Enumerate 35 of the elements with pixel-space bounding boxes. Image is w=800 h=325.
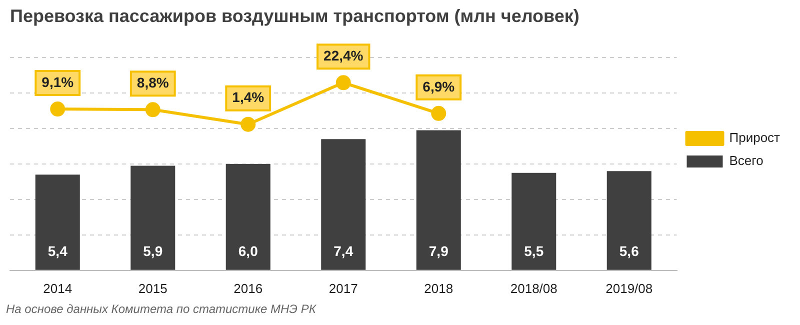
data-label: 5,5: [524, 242, 544, 259]
data-label: 1,4%: [232, 89, 265, 106]
bar: [130, 166, 176, 270]
data-label: 6,9%: [422, 78, 456, 94]
x-tick-label: 2016: [234, 280, 263, 296]
x-tick-label: 2014: [43, 280, 72, 296]
point: [431, 106, 446, 121]
data-label: 7,9: [428, 242, 449, 259]
data-label: 5,9: [143, 242, 163, 259]
x-tick-label: 2015: [138, 280, 168, 296]
legend-label: Прирост: [729, 130, 780, 146]
data-label: 22,4%: [324, 47, 364, 64]
data-label: 8,8%: [136, 74, 170, 91]
point: [145, 102, 160, 118]
data-label: 5,6: [619, 242, 640, 259]
point: [336, 75, 351, 90]
data-label: 6,0: [238, 242, 258, 259]
data-label: 5,4: [48, 242, 68, 259]
bar: [321, 139, 366, 270]
bar: [512, 172, 556, 270]
point: [50, 102, 66, 117]
x-tick-label: 2018: [424, 280, 454, 296]
legend-label: Всего: [729, 153, 764, 168]
data-label: 7,4: [334, 242, 354, 259]
bar: [226, 164, 270, 270]
bar: [35, 174, 80, 270]
text: На основе данных Комитета по статистике МНЭ РК: [6, 302, 316, 316]
bar: [606, 171, 652, 270]
data-label: 9,1%: [42, 74, 74, 90]
x-tick-label: 2018/08: [510, 280, 558, 296]
x-tick-label: 2017: [328, 280, 358, 296]
x-tick-label: 2019/08: [606, 280, 653, 296]
bar: [416, 130, 461, 270]
point: [240, 116, 256, 132]
chart-title: Перевозка пассажиров воздушным транспортом (млн человек): [10, 6, 580, 26]
